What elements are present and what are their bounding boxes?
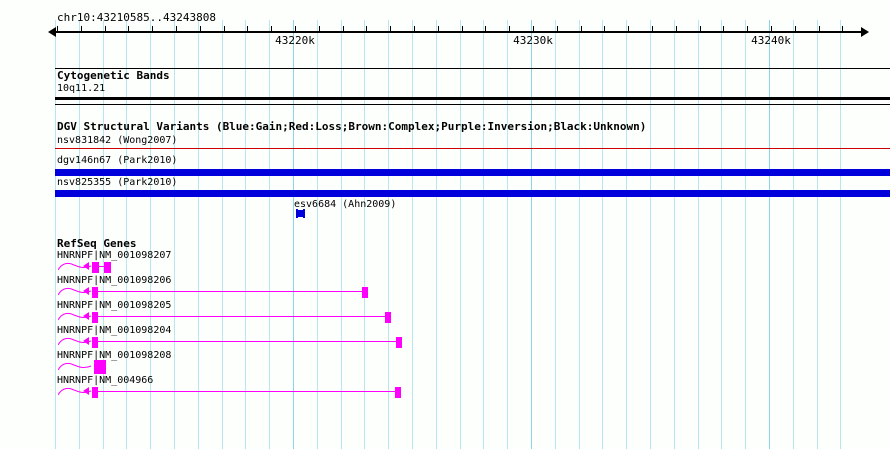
strand-arrow-icon — [83, 287, 89, 295]
divider — [55, 104, 890, 105]
gene-label-NM_001098205[interactable]: HNRNPF|NM_001098205 — [57, 300, 172, 311]
gene-label-NM_001098206[interactable]: HNRNPF|NM_001098206 — [57, 275, 172, 286]
gene-feature-NM_001098205[interactable] — [0, 309, 890, 325]
utr-arc — [58, 362, 92, 371]
ruler-tick — [295, 26, 296, 33]
ruler-tick — [414, 26, 415, 33]
arrow-right-icon[interactable] — [861, 27, 869, 37]
exon-block[interactable] — [362, 286, 368, 298]
intron-line — [92, 316, 391, 317]
track-title-refseq-genes: RefSeq Genes — [57, 237, 137, 250]
coordinate-ruler[interactable]: chr10:43210585..43243808 43220k 43230k 432… — [0, 0, 890, 48]
ruler-tick — [581, 26, 582, 33]
ruler-tick — [247, 26, 248, 33]
cytoband-label[interactable]: 10q11.21 — [57, 83, 106, 94]
track-title-cytogenetic-bands: Cytogenetic Bands — [57, 69, 170, 82]
ruler-tick — [819, 26, 820, 33]
intron-line — [92, 291, 368, 292]
ruler-tick — [795, 26, 796, 33]
exon-block[interactable] — [396, 336, 402, 348]
gene-label-NM_001098204[interactable]: HNRNPF|NM_001098204 — [57, 325, 172, 336]
dgv-feature-bar-nsv831842[interactable] — [55, 148, 890, 149]
exon-block[interactable] — [92, 386, 98, 398]
intron-line — [92, 391, 401, 392]
exon-block[interactable] — [94, 360, 106, 374]
dgv-feature-bar-esv6684[interactable] — [296, 209, 305, 218]
ruler-tick — [176, 26, 177, 33]
ruler-tick — [271, 26, 272, 33]
gene-feature-NM_001098207[interactable] — [0, 259, 890, 275]
feature-cap-left — [296, 209, 298, 218]
ruler-tick — [604, 26, 605, 33]
ruler-tick — [771, 26, 772, 33]
ruler-tick — [343, 26, 344, 33]
gene-label-NM_001098207[interactable]: HNRNPF|NM_001098207 — [57, 250, 172, 261]
ruler-tick — [105, 26, 106, 33]
ruler-tick — [533, 26, 534, 33]
ruler-tick — [128, 26, 129, 33]
intron-line — [92, 266, 110, 267]
exon-block[interactable] — [92, 311, 98, 323]
dgv-feature-bar-dgv146n67[interactable] — [55, 169, 890, 176]
ruler-tick — [842, 26, 843, 33]
ruler-tick — [747, 26, 748, 33]
strand-arrow-icon — [83, 387, 89, 395]
gene-feature-NM_001098208[interactable] — [0, 359, 890, 375]
exon-block[interactable] — [385, 311, 391, 323]
exon-block[interactable] — [104, 261, 111, 273]
track-title-dgv-structural-variants: DGV Structural Variants (Blue:Gain;Red:L… — [57, 120, 647, 133]
exon-block[interactable] — [92, 286, 98, 298]
ruler-tick — [152, 26, 153, 33]
ruler-tick — [200, 26, 201, 33]
ruler-tick — [700, 26, 701, 33]
gene-label-NM_001098208[interactable]: HNRNPF|NM_001098208 — [57, 350, 172, 361]
gene-label-NM_004966[interactable]: HNRNPF|NM_004966 — [57, 375, 154, 386]
ruler-tick — [462, 26, 463, 33]
arrow-left-icon[interactable] — [48, 27, 56, 37]
dgv-feature-label-nsv831842[interactable]: nsv831842 (Wong2007) — [57, 135, 178, 146]
ruler-tick-label: 43240k — [751, 34, 791, 47]
gene-feature-NM_004966[interactable] — [0, 384, 890, 400]
ruler-tick — [438, 26, 439, 33]
ruler-tick — [485, 26, 486, 33]
exon-block[interactable] — [92, 336, 98, 348]
ruler-tick — [366, 26, 367, 33]
strand-arrow-icon — [83, 312, 89, 320]
dgv-feature-bar-nsv825355[interactable] — [55, 190, 890, 197]
strand-arrow-icon — [83, 337, 89, 345]
location-label: chr10:43210585..43243808 — [57, 11, 216, 24]
ruler-tick — [57, 26, 58, 33]
ruler-tick — [319, 26, 320, 33]
ruler-tick — [224, 26, 225, 33]
exon-block[interactable] — [92, 261, 99, 273]
divider — [55, 68, 890, 69]
ruler-tick-label: 43220k — [275, 34, 315, 47]
ruler-tick — [81, 26, 82, 33]
gene-feature-NM_001098204[interactable] — [0, 334, 890, 350]
ruler-axis — [55, 31, 865, 33]
exon-block[interactable] — [395, 386, 401, 398]
feature-cap-right — [303, 209, 305, 218]
dgv-feature-label-dgv146n67[interactable]: dgv146n67 (Park2010) — [57, 155, 178, 166]
ruler-tick-label: 43230k — [513, 34, 553, 47]
strand-arrow-icon — [83, 262, 89, 270]
intron-line — [92, 341, 402, 342]
ruler-tick — [652, 26, 653, 33]
ruler-tick — [509, 26, 510, 33]
ruler-tick — [628, 26, 629, 33]
gene-feature-NM_001098206[interactable] — [0, 284, 890, 300]
ruler-tick — [676, 26, 677, 33]
dgv-feature-label-esv6684[interactable]: esv6684 (Ahn2009) — [294, 199, 397, 210]
ruler-tick — [390, 26, 391, 33]
dgv-feature-label-nsv825355[interactable]: nsv825355 (Park2010) — [57, 177, 178, 188]
ruler-tick — [723, 26, 724, 33]
ruler-tick — [557, 26, 558, 33]
cytoband-bar[interactable] — [55, 97, 890, 100]
